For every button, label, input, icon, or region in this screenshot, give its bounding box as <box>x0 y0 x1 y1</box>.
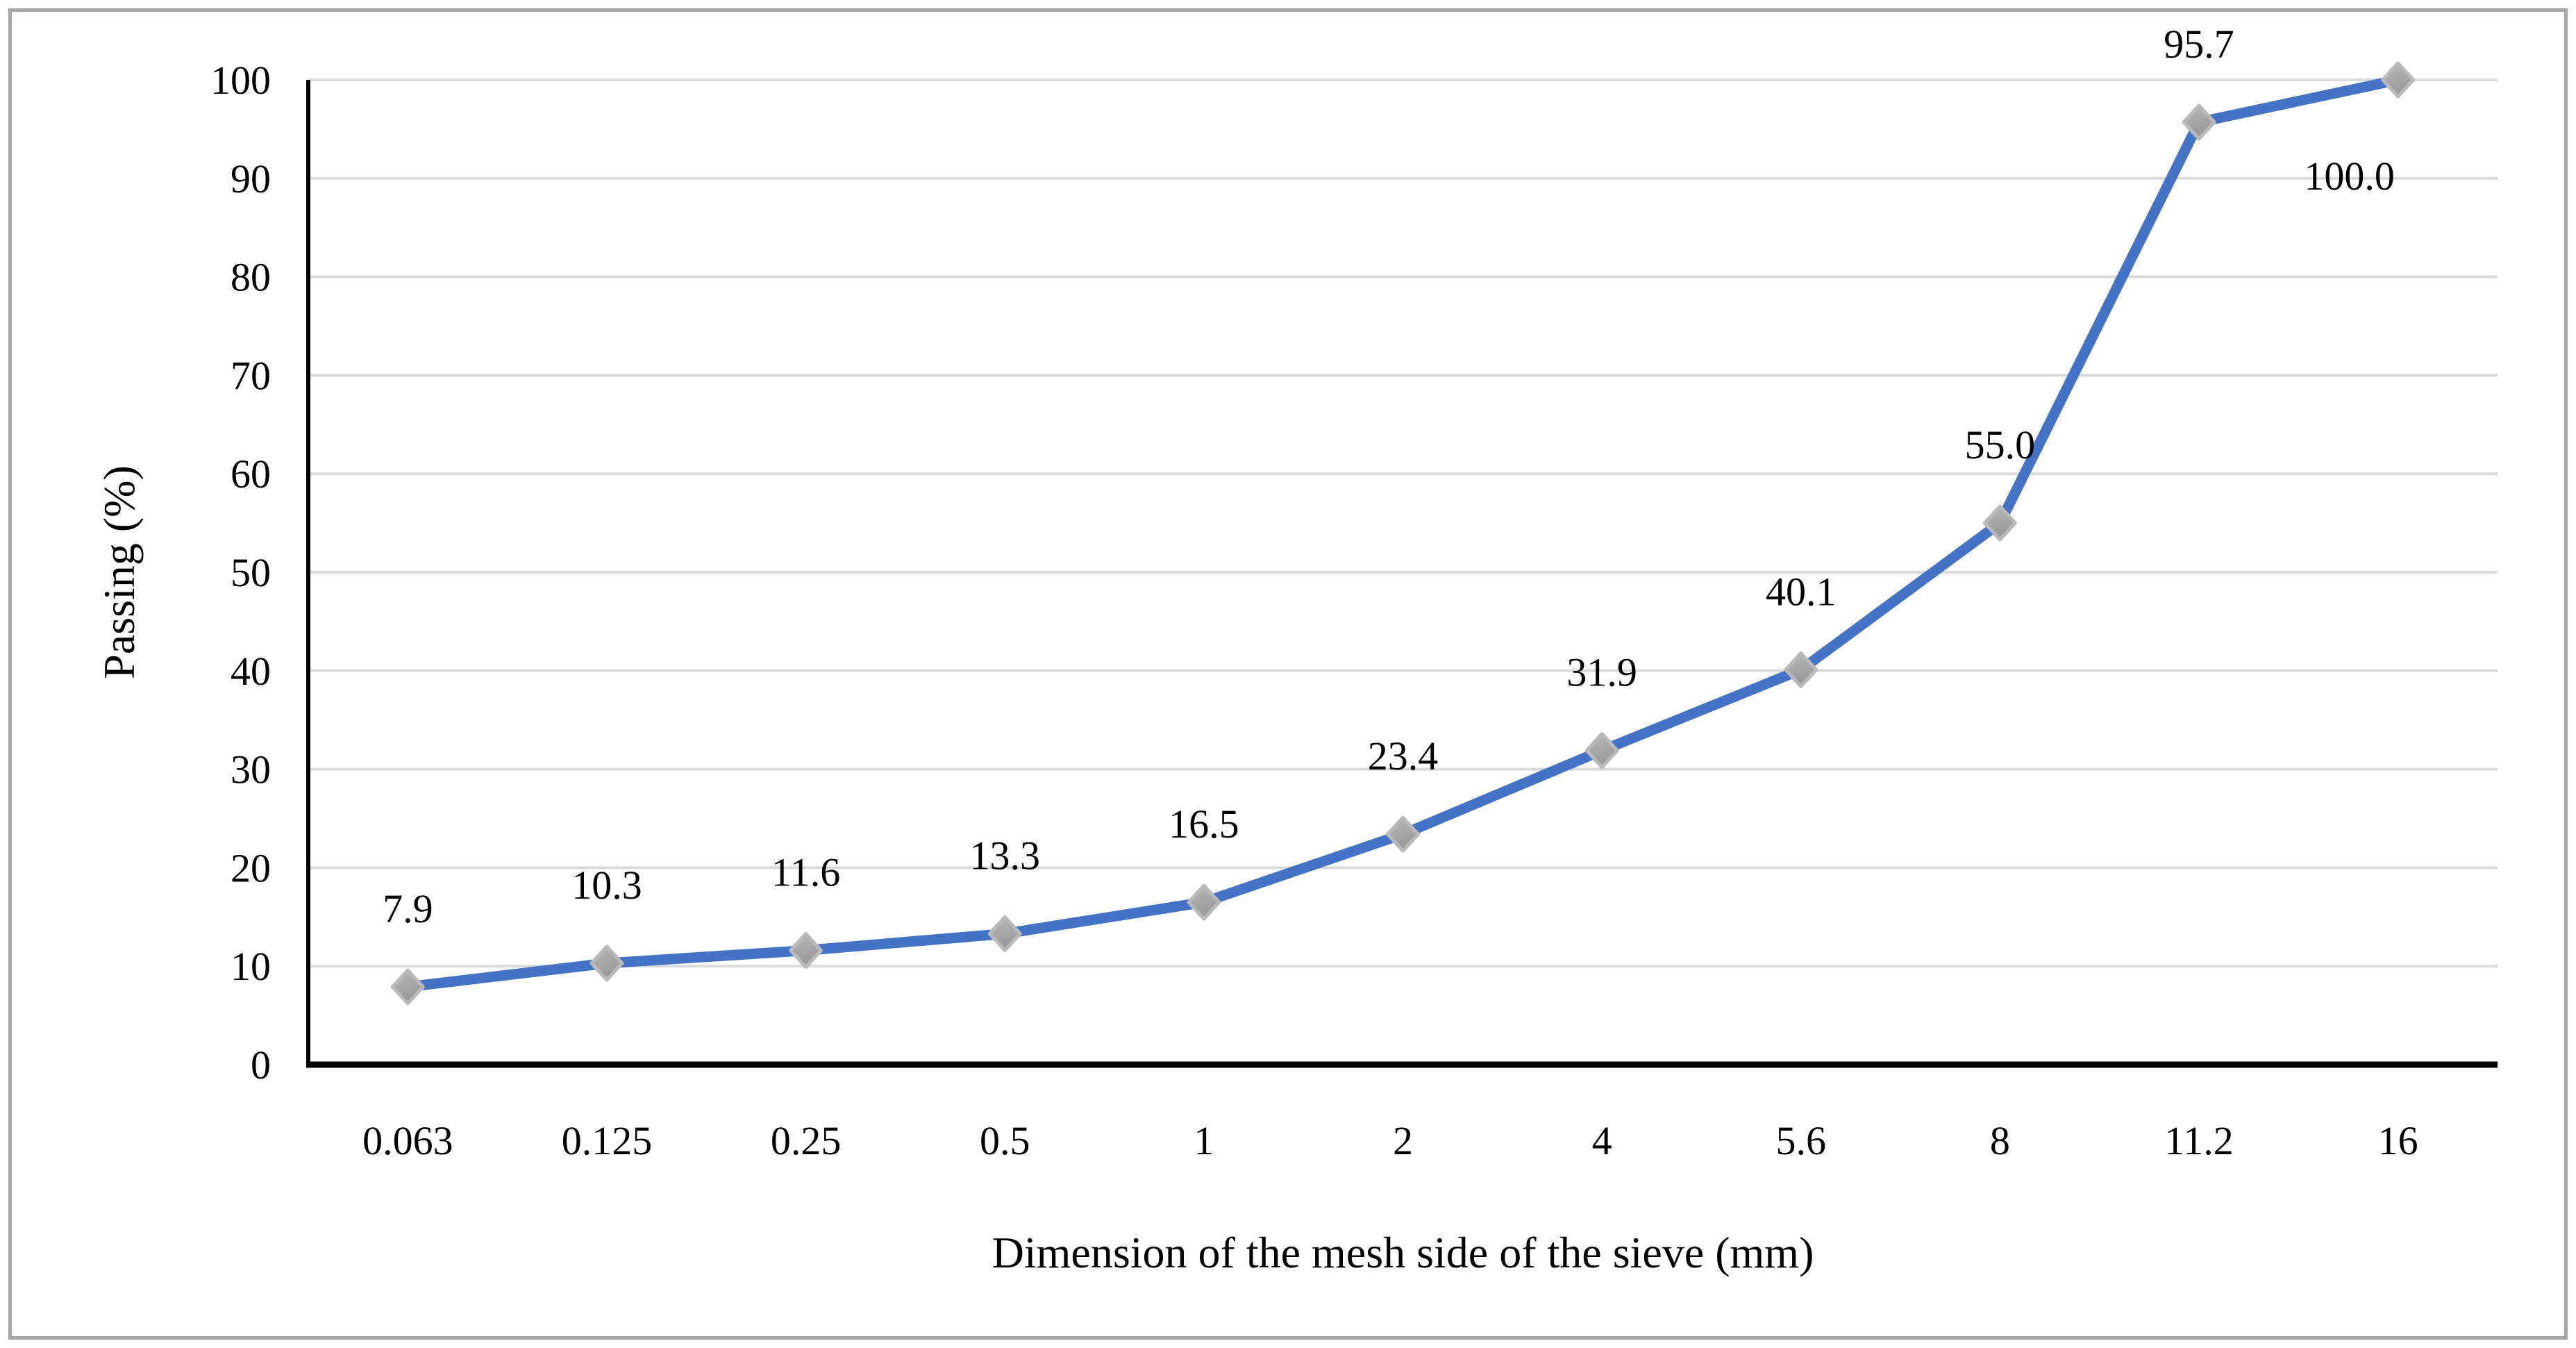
data-label: 13.3 <box>969 833 1040 878</box>
x-tick-label: 11.2 <box>2164 1118 2233 1163</box>
data-label: 7.9 <box>383 886 433 931</box>
data-label: 23.4 <box>1368 733 1439 779</box>
x-tick-label: 5.6 <box>1776 1118 1827 1163</box>
y-tick-label: 100 <box>210 58 271 103</box>
y-tick-label: 80 <box>231 255 271 300</box>
data-point-marker <box>1784 651 1818 688</box>
data-point-marker <box>2182 103 2216 141</box>
y-axis-title: Passing (%) <box>94 465 144 679</box>
data-label: 95.7 <box>2164 22 2234 67</box>
y-tick-label: 0 <box>251 1042 271 1088</box>
data-label: 11.6 <box>771 850 840 895</box>
y-tick-label: 70 <box>231 353 271 398</box>
data-point-marker <box>789 932 823 970</box>
y-tick-label: 50 <box>231 550 271 595</box>
data-label: 16.5 <box>1169 801 1239 847</box>
data-label: 55.0 <box>1965 422 2036 467</box>
data-point-marker <box>2381 61 2416 99</box>
data-point-marker <box>1187 883 1221 921</box>
data-label: 10.3 <box>571 863 642 908</box>
data-point-marker <box>1584 732 1619 769</box>
x-tick-label: 1 <box>1194 1118 1214 1163</box>
data-point-marker <box>390 968 425 1006</box>
data-point-marker <box>987 915 1022 952</box>
x-tick-label: 4 <box>1592 1118 1612 1163</box>
y-tick-label: 30 <box>231 747 271 792</box>
y-tick-label: 40 <box>231 649 271 694</box>
data-label: 31.9 <box>1566 650 1637 695</box>
y-tick-label: 90 <box>231 156 271 201</box>
x-tick-label: 2 <box>1393 1118 1413 1163</box>
data-point-marker <box>1982 504 2017 542</box>
x-tick-label: 0.25 <box>771 1118 842 1163</box>
data-point-marker <box>1386 815 1420 853</box>
x-tick-label: 16 <box>2378 1118 2418 1163</box>
x-tick-label: 0.125 <box>562 1118 653 1163</box>
data-point-marker <box>589 945 624 982</box>
x-tick-label: 8 <box>1990 1118 2010 1163</box>
y-tick-label: 60 <box>231 451 271 497</box>
data-label: 40.1 <box>1766 569 1837 614</box>
x-tick-label: 0.063 <box>362 1118 453 1163</box>
data-label: 100.0 <box>2304 153 2395 199</box>
x-tick-label: 0.5 <box>980 1118 1030 1163</box>
y-tick-label: 20 <box>231 845 271 890</box>
x-axis-title: Dimension of the mesh side of the sieve … <box>992 1228 1814 1277</box>
y-tick-label: 10 <box>231 944 271 989</box>
